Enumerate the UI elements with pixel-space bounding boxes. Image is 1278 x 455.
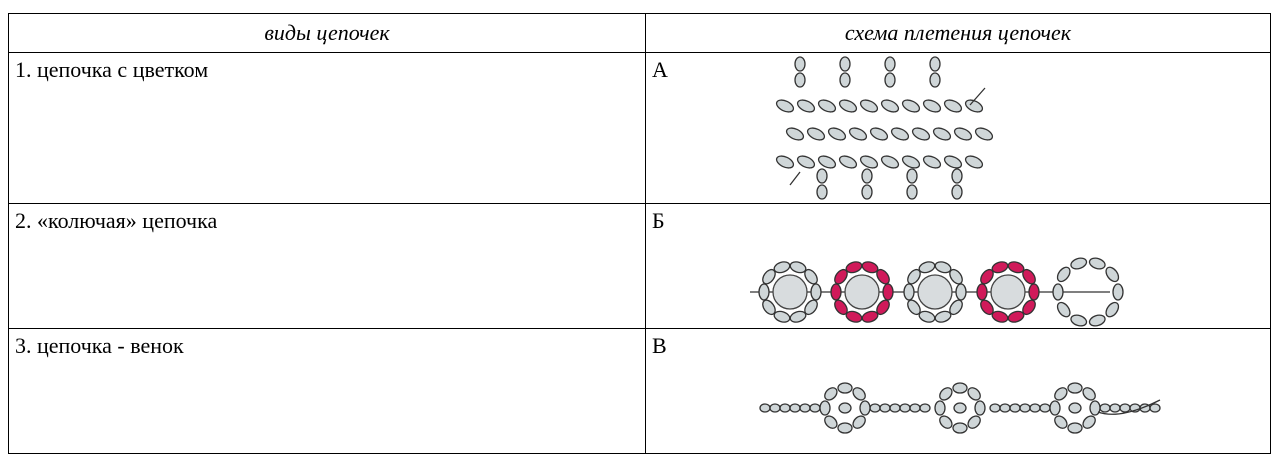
- row: 3. цепочка - венок В: [8, 328, 1271, 454]
- scheme-letter: В: [645, 328, 1271, 454]
- header-cell: виды цепочек: [8, 13, 646, 53]
- header-row: виды цепочек схема плетения цепочек: [8, 13, 1271, 53]
- row: 2. «колючая» цепочка Б: [8, 203, 1271, 329]
- scheme-letter: А: [645, 52, 1271, 204]
- chain-type: 3. цепочка - венок: [8, 328, 646, 454]
- chain-type: 1. цепочка с цветком: [8, 52, 646, 204]
- chain-type: 2. «колючая» цепочка: [8, 203, 646, 329]
- table: виды цепочек схема плетения цепочек 1. ц…: [8, 13, 1271, 454]
- scheme-letter: Б: [645, 203, 1271, 329]
- header-cell: схема плетения цепочек: [645, 13, 1271, 53]
- row: 1. цепочка с цветком А: [8, 52, 1271, 204]
